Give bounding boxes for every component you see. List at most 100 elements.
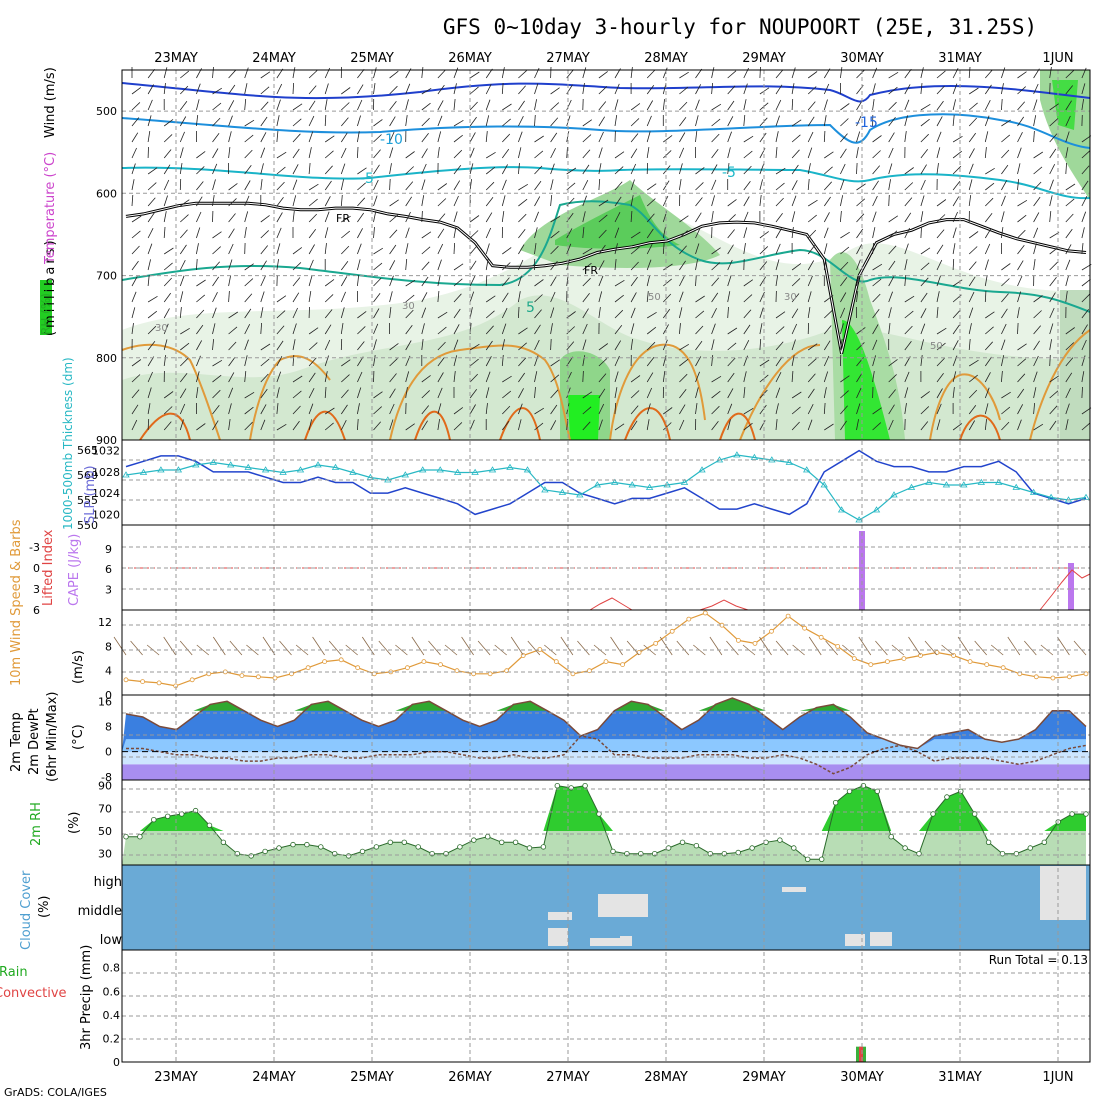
upper-wind-barb (405, 371, 410, 383)
upper-wind-barb (421, 148, 428, 159)
date-label-bottom: 23MAY (154, 1070, 198, 1085)
upper-wind-barb (936, 163, 939, 175)
upper-wind-barb (260, 343, 271, 351)
upper-wind-barb (340, 307, 345, 319)
upper-wind-barb (614, 402, 616, 415)
upper-wind-barb (824, 295, 834, 303)
rh-point (164, 813, 171, 819)
upper-wind-barb (421, 117, 430, 127)
rh-point (985, 839, 992, 845)
upper-wind-barb (196, 294, 206, 303)
upper-wind-barb (630, 261, 639, 271)
upper-wind-barb (824, 151, 834, 159)
contour-label-freezing-2: FR (584, 264, 598, 277)
upper-wind-barb (260, 163, 264, 175)
upper-wind-barb (308, 115, 315, 127)
upper-wind-barb (179, 131, 185, 143)
rh-area-moist (122, 785, 1086, 831)
upper-wind-barb (373, 406, 382, 415)
upper-wind-barb (276, 310, 286, 319)
upper-wind-barb (501, 339, 505, 351)
upper-wind-barb (324, 211, 330, 223)
thickness-point (139, 468, 148, 475)
upper-wind-barb (389, 343, 399, 351)
upper-wind-barb (1081, 371, 1085, 383)
upper-wind-barb (840, 103, 850, 111)
upper-wind-barb (260, 291, 265, 303)
upper-wind-barb (823, 212, 830, 223)
upper-wind-barb (598, 101, 607, 111)
rh-point (972, 811, 978, 817)
upper-wind-barb (260, 373, 269, 383)
upper-wind-barb (743, 150, 753, 159)
upper-wind-barb (501, 179, 507, 191)
upper-wind-barb (968, 323, 972, 335)
upper-wind-barb (582, 421, 591, 431)
upper-wind-barb (888, 163, 893, 175)
upper-wind-barb (244, 180, 251, 191)
wind-barb (742, 644, 756, 656)
upper-wind-barb (212, 307, 217, 319)
upper-wind-barb (823, 325, 832, 335)
upper-wind-barb (405, 151, 415, 159)
wind-speed-point (421, 659, 427, 664)
upper-wind-barb (196, 99, 200, 111)
upper-wind-barb (743, 83, 748, 95)
upper-wind-barb (807, 178, 810, 191)
upper-wind-barb (453, 211, 458, 223)
upper-wind-barb (453, 67, 459, 79)
upper-wind-barb (791, 149, 800, 159)
thickness-point (994, 478, 1003, 485)
upper-wind-barb (856, 198, 866, 207)
upper-wind-barb (856, 100, 863, 111)
upper-wind-barb (872, 135, 882, 143)
rh-point (359, 848, 366, 855)
upper-wind-barb (920, 339, 924, 351)
upper-wind-barb (453, 119, 464, 127)
upper-wind-barb (501, 67, 505, 79)
upper-wind-barb (1081, 355, 1086, 367)
thickness-point (1047, 493, 1055, 500)
upper-wind-barb (260, 322, 262, 335)
wind-barb (395, 644, 408, 656)
upper-wind-barb (791, 195, 797, 207)
cloud-title: Cloud Cover (19, 870, 34, 950)
upper-wind-barb (373, 226, 375, 239)
upper-wind-barb (373, 391, 383, 399)
upper-wind-barb (1081, 386, 1083, 399)
upper-wind-barb (357, 371, 363, 383)
upper-wind-barb (807, 275, 813, 287)
upper-wind-barb (727, 275, 732, 287)
upper-wind-barb (614, 227, 620, 239)
upper-wind-barb (437, 372, 444, 383)
upper-wind-barb (469, 101, 478, 111)
upper-wind-barb (518, 342, 527, 351)
thickness-point (541, 486, 549, 493)
upper-wind-barb (373, 262, 383, 271)
upper-wind-barb (405, 340, 412, 351)
upper-wind-barb (469, 260, 477, 271)
upper-wind-barb (485, 387, 490, 399)
upper-wind-barb (936, 100, 944, 111)
upper-wind-barb (824, 310, 833, 319)
upper-wind-barb (501, 164, 508, 175)
upper-wind-barb (936, 419, 941, 431)
wind-speed-point (769, 628, 774, 634)
upper-wind-barb (485, 131, 488, 143)
upper-wind-barb (501, 354, 504, 367)
upper-wind-barb (485, 310, 495, 319)
upper-wind-barb (840, 133, 848, 143)
upper-wind-barb (791, 98, 794, 111)
upper-wind-barb (952, 150, 963, 159)
upper-wind-barb (389, 163, 392, 175)
upper-wind-barb (534, 386, 536, 399)
upper-wind-barb (791, 293, 800, 303)
upper-wind-barb (823, 259, 826, 271)
rh-point (999, 851, 1006, 857)
upper-wind-barb (469, 86, 479, 95)
upper-wind-barb (147, 325, 157, 335)
upper-wind-barb (904, 84, 911, 95)
wind-tick-label: 12 (98, 616, 112, 629)
upper-wind-barb (695, 197, 703, 207)
